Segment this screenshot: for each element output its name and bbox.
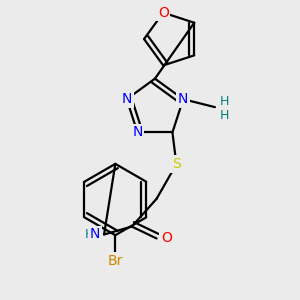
Text: Br: Br <box>108 254 123 268</box>
Text: O: O <box>158 6 169 20</box>
Text: S: S <box>172 157 181 171</box>
Text: O: O <box>161 231 172 245</box>
Text: N: N <box>132 125 143 140</box>
Text: H: H <box>219 110 229 122</box>
Text: H: H <box>220 95 229 108</box>
Text: H: H <box>219 97 229 110</box>
Text: N: N <box>90 227 100 242</box>
Text: N: N <box>178 92 188 106</box>
Text: H: H <box>220 109 229 122</box>
Text: H: H <box>85 228 94 241</box>
Text: N: N <box>122 92 132 106</box>
